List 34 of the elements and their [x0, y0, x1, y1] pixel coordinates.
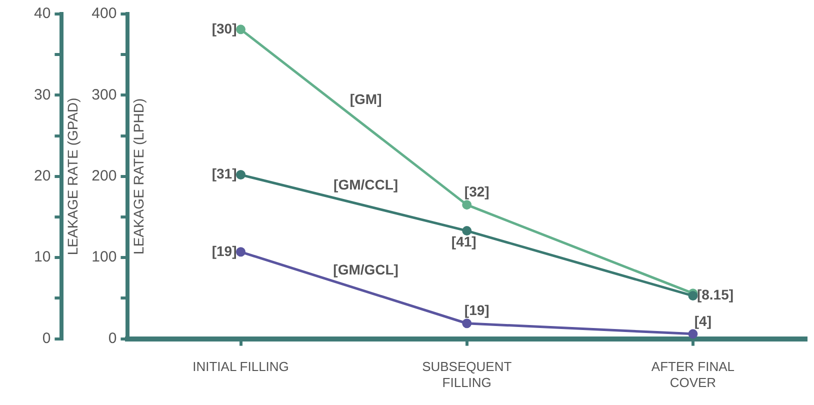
- x-tick-label: INITIAL FILLING: [192, 359, 289, 374]
- y-tick-label: 400: [92, 5, 117, 22]
- x-tick-label: AFTER FINAL COVER: [651, 359, 734, 390]
- annotation: [31]: [212, 166, 237, 182]
- x-tick-label: SUBSEQUENT FILLING: [422, 359, 512, 390]
- y2-axis-title: LEAKAGE RATE (GPAD): [64, 98, 81, 256]
- point: [462, 318, 472, 328]
- y2-tick-label: 30: [34, 86, 51, 104]
- y-tick-label: 300: [92, 86, 117, 104]
- y-tick-label: 200: [92, 168, 117, 185]
- y2-tick-label: 10: [34, 248, 51, 266]
- annotation: [8.15]: [696, 286, 734, 303]
- point: [236, 170, 246, 180]
- y2-tick-label: 40: [34, 5, 51, 22]
- series-label: [GM/CCL]: [334, 176, 398, 193]
- y2-tick-label: 0: [42, 330, 51, 347]
- annotation: [19]: [464, 302, 490, 318]
- y-axis-title: LEAKAGE RATE (LPHD): [130, 98, 147, 254]
- annotation: [19]: [212, 242, 237, 259]
- annotation: [30]: [212, 20, 237, 36]
- point: [688, 291, 698, 301]
- y-tick-label: 100: [92, 248, 117, 266]
- y-tick-label: 0: [108, 330, 117, 347]
- annotation: [4]: [694, 312, 712, 329]
- point: [236, 247, 246, 257]
- point: [462, 226, 472, 236]
- point: [462, 200, 472, 210]
- point: [236, 24, 246, 34]
- annotation: [32]: [464, 184, 490, 200]
- series-label: [GM/GCL]: [333, 262, 398, 278]
- series-label: [GM]: [350, 90, 382, 107]
- point: [688, 329, 698, 339]
- annotation: [41]: [451, 234, 476, 250]
- y2-tick-label: 20: [34, 168, 51, 185]
